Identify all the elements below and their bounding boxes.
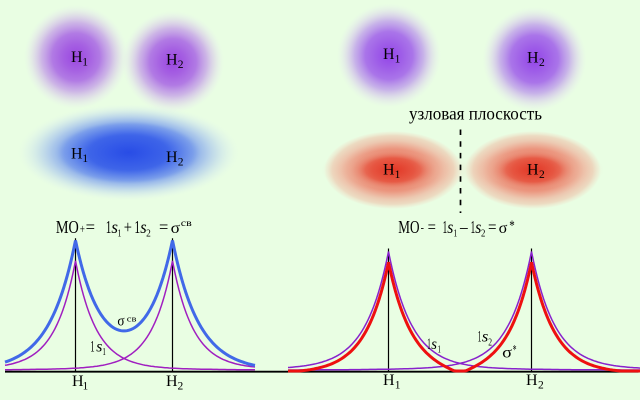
svg-text:s: s [111,217,118,237]
svg-text:=: = [428,217,436,237]
svg-text:1: 1 [395,379,401,391]
svg-text:1: 1 [90,339,94,356]
svg-text:–: – [459,217,468,237]
svg-text:1: 1 [443,217,448,237]
svg-text:1: 1 [478,329,482,346]
svg-text:1: 1 [453,228,457,240]
svg-text:H: H [527,162,539,179]
svg-text:2: 2 [178,157,184,169]
svg-text:*: * [509,218,515,234]
svg-text:св: св [181,218,192,228]
svg-text:H: H [166,373,178,390]
svg-text:s: s [140,217,146,237]
svg-text:2: 2 [538,379,544,391]
svg-text:1: 1 [471,217,476,237]
svg-text:2: 2 [146,228,151,240]
svg-text:1: 1 [106,217,112,237]
svg-text:1: 1 [102,346,106,358]
svg-text:s: s [96,339,102,356]
svg-text:H: H [71,49,83,66]
svg-text:2: 2 [539,57,545,69]
svg-text:H: H [166,149,178,166]
svg-text:1: 1 [134,217,140,237]
svg-text:s: s [475,217,481,237]
svg-text:1: 1 [395,169,401,181]
svg-text:*: * [513,343,517,358]
svg-text:1: 1 [438,344,442,356]
svg-text:s: s [431,336,437,353]
svg-text:=: = [86,217,95,237]
svg-text:H: H [527,50,539,67]
svg-text:H: H [71,146,83,163]
svg-text:σ: σ [117,314,124,330]
svg-text:1: 1 [395,54,401,66]
svg-text:MO: MO [56,217,79,237]
svg-text:2: 2 [178,59,184,71]
svg-text:s: s [482,329,488,346]
svg-text:H: H [383,162,395,179]
svg-text:1: 1 [427,336,431,353]
svg-text:H: H [72,373,84,390]
svg-text:σ: σ [171,220,181,237]
svg-text:св: св [127,315,137,324]
svg-text:2: 2 [481,228,485,240]
svg-text:MO: MO [398,217,419,237]
svg-text:+: + [124,217,132,237]
svg-text:1: 1 [82,57,88,69]
svg-text:H: H [383,46,395,63]
svg-text:=: = [488,217,497,237]
svg-text:2: 2 [178,381,184,393]
svg-text:1: 1 [118,228,122,240]
svg-text:=: = [159,217,168,237]
svg-text:σ: σ [499,220,508,237]
svg-text:1: 1 [83,381,89,393]
svg-text:σ: σ [502,345,513,362]
svg-text:2: 2 [539,169,545,181]
svg-text:s: s [447,217,453,237]
svg-text:1: 1 [82,153,88,165]
svg-text:2: 2 [488,336,492,348]
svg-text:-: - [421,221,424,235]
svg-text:H: H [383,372,395,389]
svg-text:H: H [166,52,178,69]
svg-text:узловая плоскость: узловая плоскость [409,104,542,124]
svg-text:+: + [80,221,85,236]
svg-text:H: H [526,372,538,389]
